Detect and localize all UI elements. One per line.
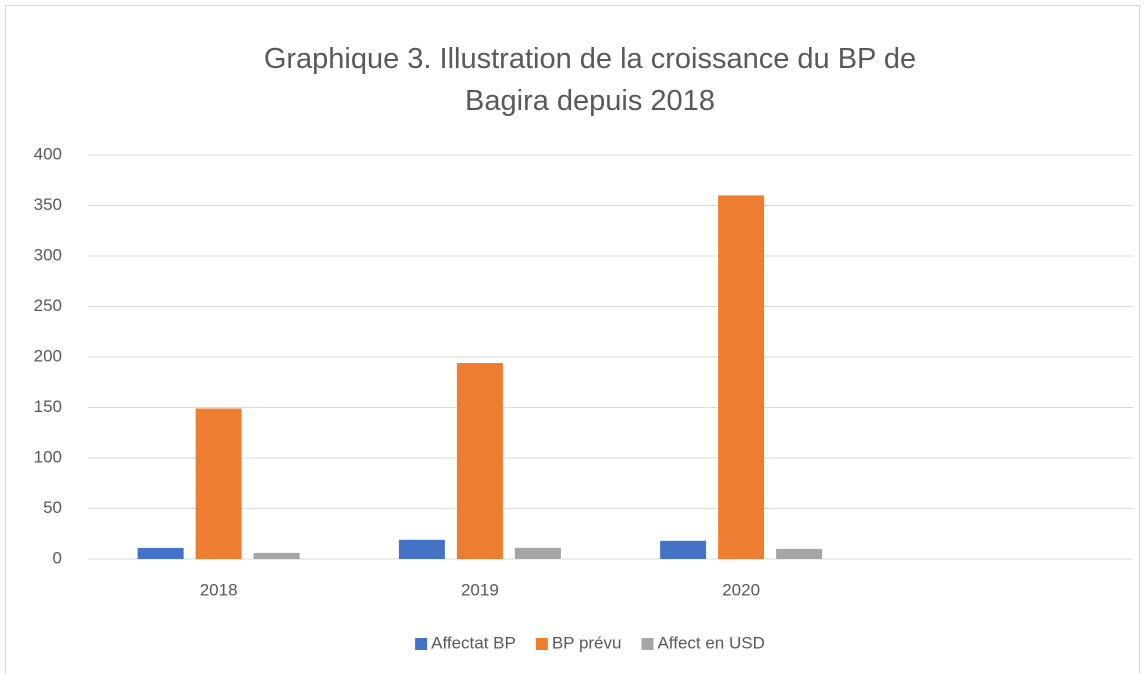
legend-label: BP prévu	[552, 633, 622, 652]
y-tick-label: 200	[34, 346, 62, 365]
y-tick-label: 400	[34, 144, 62, 163]
y-tick-label: 0	[53, 548, 62, 567]
legend-swatch	[535, 638, 548, 650]
bar	[456, 363, 503, 559]
legend-label: Affect en USD	[657, 633, 764, 652]
y-tick-label: 150	[34, 397, 62, 416]
y-tick-label: 50	[43, 498, 62, 517]
legend-swatch	[415, 638, 428, 650]
bar	[660, 540, 707, 559]
bar	[514, 547, 561, 559]
y-tick-label: 100	[34, 447, 62, 466]
legend-swatch	[641, 638, 654, 650]
bar	[398, 539, 445, 559]
bar	[253, 552, 300, 559]
y-tick-label: 300	[34, 245, 62, 264]
bar	[718, 195, 765, 559]
chart-border	[5, 5, 1140, 674]
y-tick-label: 250	[34, 296, 62, 315]
chart-title: Graphique 3. Illustration de la croissan…	[263, 43, 917, 117]
y-tick-label: 350	[34, 195, 62, 214]
x-tick-label: 2020	[722, 580, 760, 599]
x-tick-label: 2019	[461, 580, 499, 599]
bar	[776, 548, 823, 559]
x-tick-label: 2018	[200, 580, 238, 599]
bar	[195, 408, 242, 559]
legend-label: Affectat BP	[431, 633, 516, 652]
bar	[137, 547, 184, 559]
